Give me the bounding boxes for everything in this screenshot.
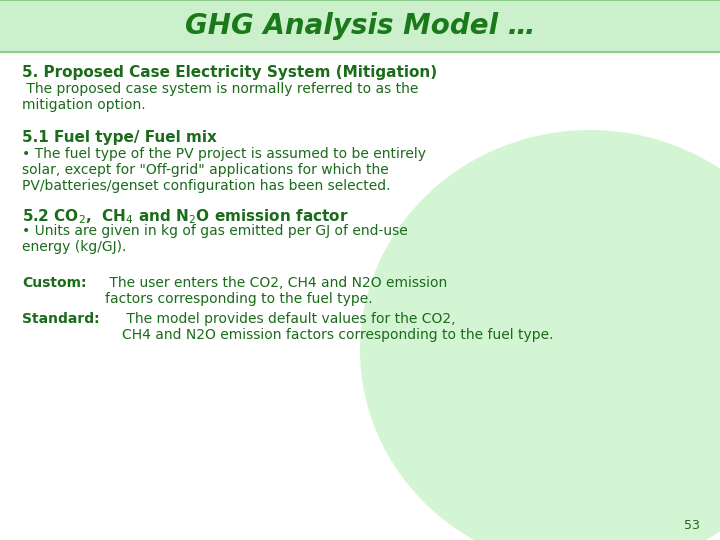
Text: GHG Analysis Model …: GHG Analysis Model … [185,12,535,40]
Text: 5. Proposed Case Electricity System (Mitigation): 5. Proposed Case Electricity System (Mit… [22,65,437,80]
Text: • The fuel type of the PV project is assumed to be entirely
solar, except for "O: • The fuel type of the PV project is ass… [22,147,426,193]
Text: Standard:: Standard: [22,312,99,326]
Text: The user enters the CO2, CH4 and N2O emission
factors corresponding to the fuel : The user enters the CO2, CH4 and N2O emi… [105,276,447,306]
Text: The model provides default values for the CO2,
CH4 and N2O emission factors corr: The model provides default values for th… [122,312,554,342]
Text: 53: 53 [684,519,700,532]
Text: The proposed case system is normally referred to as the
mitigation option.: The proposed case system is normally ref… [22,82,418,112]
Text: 5.2 CO$_2$,  CH$_4$ and N$_2$O emission factor: 5.2 CO$_2$, CH$_4$ and N$_2$O emission f… [22,207,348,226]
Text: Custom:: Custom: [22,276,86,290]
FancyBboxPatch shape [0,0,720,52]
Ellipse shape [360,130,720,540]
Text: • Units are given in kg of gas emitted per GJ of end-use
energy (kg/GJ).: • Units are given in kg of gas emitted p… [22,224,408,254]
Text: 5.1 Fuel type/ Fuel mix: 5.1 Fuel type/ Fuel mix [22,130,217,145]
